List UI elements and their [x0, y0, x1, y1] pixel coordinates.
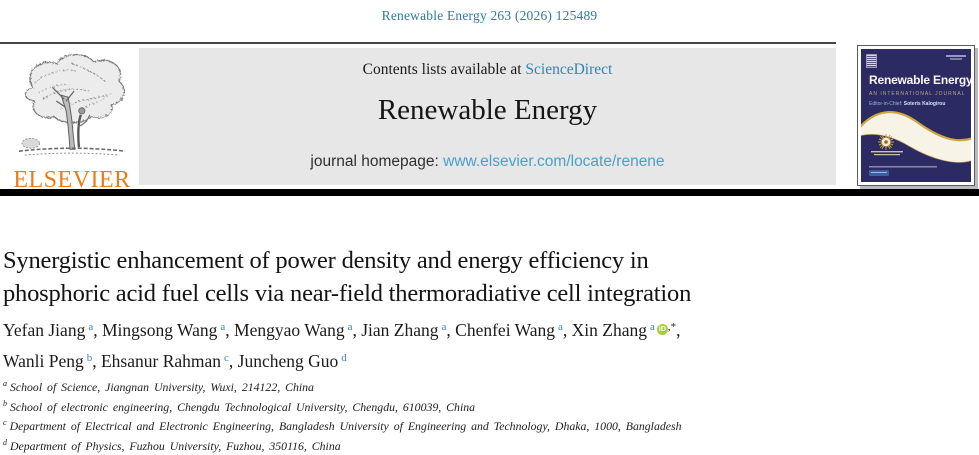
affiliation-sup: b: [3, 398, 7, 408]
cover-journal-subtitle: AN INTERNATIONAL JOURNAL: [869, 91, 966, 97]
journal-cover-thumbnail[interactable]: Renewable Energy AN INTERNATIONAL JOURNA…: [857, 45, 975, 186]
cover-publisher-emblem-icon: [866, 54, 877, 68]
author-name: Mingsong Wang: [101, 320, 218, 340]
author-affil-sup[interactable]: b: [86, 351, 93, 364]
corresponding-author-mark[interactable]: ,*: [667, 321, 677, 333]
affiliation-b: b School of electronic engineering, Cheng…: [3, 396, 973, 416]
author: Ehsanur Rahman c: [101, 351, 229, 371]
cover-journal-title: Renewable Energy: [869, 73, 971, 87]
affiliation-text: Department of Electrical and Electronic …: [9, 419, 682, 434]
affiliation-text: School of Science, Jiangnan University, …: [10, 379, 314, 394]
affiliation-c: c Department of Electrical and Electronic…: [3, 415, 973, 435]
author-affil-sup[interactable]: a: [649, 321, 655, 333]
elsevier-logo[interactable]: ELSEVIER: [6, 50, 138, 194]
affiliation-sup: d: [3, 438, 7, 448]
affiliation-sup: c: [3, 418, 7, 428]
cover-sunflower-icon: [878, 134, 894, 150]
author: Wanli Peng b: [3, 351, 92, 371]
affiliation-sup: a: [3, 379, 7, 388]
masthead-top-rule: [0, 42, 836, 44]
author-affil-sup[interactable]: d: [341, 351, 347, 364]
author-name: Chenfei Wang: [455, 320, 555, 340]
author-affil-sup[interactable]: a: [347, 321, 353, 333]
author-affil-sup[interactable]: a: [88, 321, 94, 333]
affiliation-text: School of electronic engineering, Chengd…: [10, 399, 476, 414]
homepage-prefix: journal homepage:: [310, 153, 444, 170]
author: Mengyao Wang a: [234, 320, 352, 340]
author-line-2: Wanli Peng b, Ehsanur Rahman c, Juncheng G…: [3, 350, 347, 371]
author: Mingsong Wang a: [102, 320, 225, 340]
author-name: Mengyao Wang: [234, 320, 345, 340]
author-affil-sup[interactable]: a: [220, 321, 226, 333]
sciencedirect-link[interactable]: ScienceDirect: [525, 61, 613, 78]
author-name: Jian Zhang: [361, 320, 439, 340]
author-name: Ehsanur Rahman: [100, 350, 222, 371]
elsevier-wordmark: ELSEVIER: [13, 167, 131, 193]
elsevier-tree-icon: [18, 54, 126, 156]
cover-editor-name: Soteris Kalogirou: [903, 101, 946, 107]
author-affil-sup[interactable]: c: [224, 351, 229, 364]
author-line-1: Yefan Jiang a, Mingsong Wang a, Mengyao Wa…: [3, 320, 681, 340]
orcid-icon[interactable]: iD: [656, 324, 668, 335]
journal-citation: Renewable Energy 263 (2026) 125489: [381, 8, 598, 23]
author-name: Juncheng Guo: [237, 350, 339, 371]
masthead-box: Contents lists available at ScienceDirec…: [139, 48, 836, 185]
cover-issue-text: [946, 55, 966, 57]
author: Yefan Jiang a: [3, 320, 93, 340]
author-name: Wanli Peng: [3, 350, 84, 371]
author-corresponding: Xin Zhang a iD ,*: [572, 320, 676, 340]
author: Chenfei Wang a: [455, 320, 563, 340]
author-list: Yefan Jiang a, Mingsong Wang a, Mengyao Wa…: [3, 317, 973, 378]
author-affil-sup[interactable]: a: [558, 321, 563, 333]
contents-prefix: Contents lists available at: [362, 61, 526, 78]
cover-editor-label: Editor-in-Chief:: [869, 101, 904, 107]
contents-line: Contents lists available at ScienceDirec…: [139, 61, 836, 79]
article-title-line2: phosphoric acid fuel cells via near-fiel…: [3, 280, 692, 307]
homepage-link[interactable]: www.elsevier.com/locate/renene: [443, 153, 665, 170]
article-title-line1: Synergistic enhancement of power density…: [3, 247, 649, 274]
journal-name: Renewable Energy: [377, 94, 598, 126]
cover-editor-line: Editor-in-Chief: Soteris Kalogirou: [869, 101, 945, 107]
cover-panel: Renewable Energy AN INTERNATIONAL JOURNA…: [861, 49, 971, 182]
homepage-line: journal homepage: www.elsevier.com/locat…: [139, 153, 836, 171]
author: Juncheng Guo d: [238, 351, 347, 371]
author-name: Yefan Jiang: [3, 320, 86, 340]
cover-wave-graphic: [861, 111, 971, 176]
affiliation-d: d Department of Physics, Fuzhou Universit…: [3, 435, 973, 455]
author: Jian Zhang a: [361, 320, 446, 340]
article-title: Synergistic enhancement of power density…: [3, 244, 973, 310]
affiliation-text: Department of Physics, Fuzhou University…: [10, 439, 341, 454]
affiliation-list: a School of Science, Jiangnan University,…: [3, 376, 973, 455]
affiliation-a: a School of Science, Jiangnan University,…: [3, 376, 973, 396]
author-name: Xin Zhang: [571, 320, 647, 340]
header-divider-rule: [0, 189, 979, 196]
author-affil-sup[interactable]: a: [441, 321, 447, 333]
